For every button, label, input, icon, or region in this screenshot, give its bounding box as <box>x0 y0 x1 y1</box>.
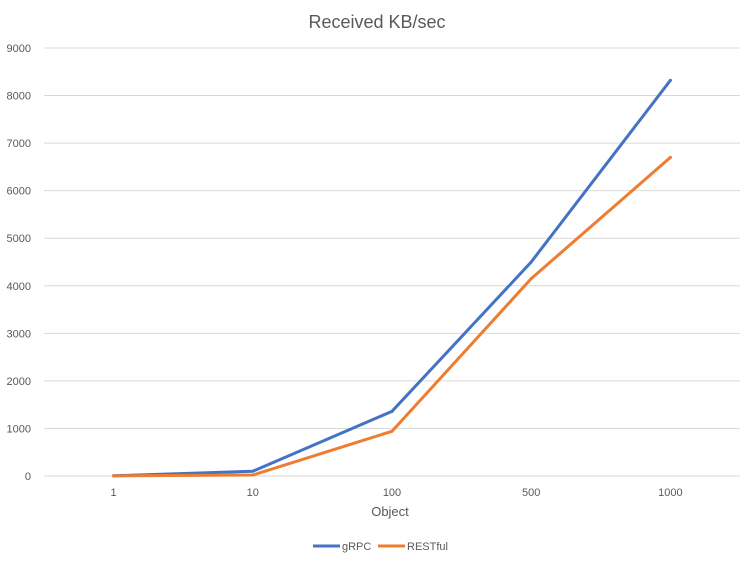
data-point-restful <box>251 473 255 477</box>
y-tick-label: 1000 <box>7 423 31 435</box>
x-tick-label: 100 <box>383 487 401 499</box>
x-tick-label: 500 <box>522 487 540 499</box>
x-axis-label: Object <box>371 504 409 519</box>
data-point-grpc <box>529 260 533 264</box>
y-tick-label: 6000 <box>7 186 31 198</box>
grid-lines <box>44 47 740 477</box>
data-point-restful <box>668 155 672 159</box>
data-point-grpc <box>251 469 255 473</box>
data-point-restful <box>390 429 394 433</box>
y-tick-label: 0 <box>25 471 31 483</box>
legend-label-restful: RESTful <box>407 541 448 553</box>
data-point-grpc <box>668 78 672 82</box>
y-axis-ticks: 0 1000 2000 3000 4000 5000 6000 7000 8000 9000 <box>7 43 31 483</box>
y-tick-label: 5000 <box>7 233 31 245</box>
y-tick-label: 4000 <box>7 281 31 293</box>
y-tick-label: 8000 <box>7 91 31 103</box>
data-point-restful <box>529 277 533 281</box>
legend-label-grpc: gRPC <box>342 541 371 553</box>
legend: gRPC RESTful <box>313 541 448 553</box>
x-axis-ticks: 1 10 100 500 1000 <box>111 487 683 499</box>
data-point-grpc <box>390 409 394 413</box>
series-line-grpc <box>112 78 672 478</box>
series-lines <box>112 78 672 478</box>
chart-title: Received KB/sec <box>308 12 445 32</box>
y-tick-label: 7000 <box>7 138 31 150</box>
data-point-restful <box>112 474 116 478</box>
y-tick-label: 3000 <box>7 328 31 340</box>
x-tick-label: 1 <box>111 487 117 499</box>
y-tick-label: 9000 <box>7 43 31 55</box>
x-tick-label: 1000 <box>658 487 682 499</box>
y-tick-label: 2000 <box>7 376 31 388</box>
x-tick-label: 10 <box>247 487 259 499</box>
